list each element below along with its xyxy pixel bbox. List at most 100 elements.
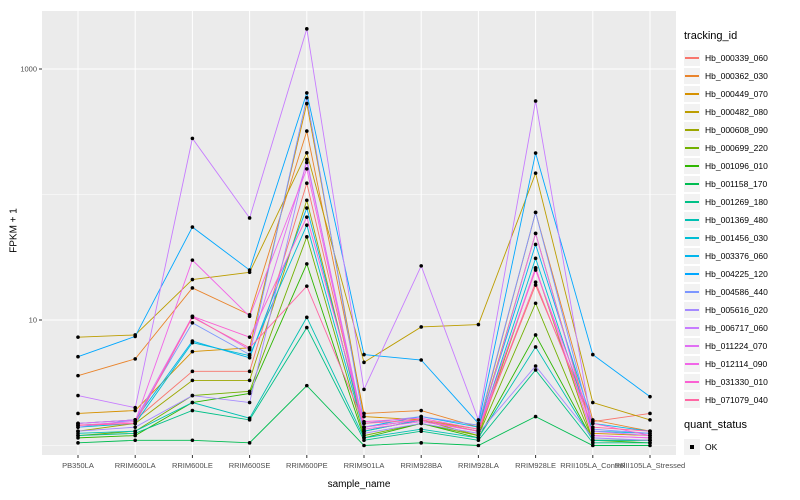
data-point bbox=[533, 280, 538, 285]
legend-entry: Hb_001369_480 bbox=[684, 211, 798, 229]
data-point bbox=[305, 129, 309, 133]
data-point bbox=[305, 91, 309, 95]
legend-label: Hb_071079_040 bbox=[705, 395, 768, 405]
data-point bbox=[362, 352, 366, 357]
legend-label: Hb_012114_090 bbox=[705, 359, 768, 369]
data-point bbox=[419, 325, 424, 329]
data-point bbox=[362, 421, 366, 426]
data-point bbox=[476, 429, 481, 434]
data-point bbox=[133, 334, 137, 339]
data-point bbox=[247, 355, 252, 360]
legend-entry: Hb_000699_220 bbox=[684, 139, 798, 157]
legend-key bbox=[684, 374, 700, 390]
quant-status-entry: OK bbox=[684, 438, 798, 456]
legend-key bbox=[684, 320, 700, 336]
data-point bbox=[133, 421, 137, 426]
data-point bbox=[76, 441, 80, 445]
legend-label: Hb_001369_480 bbox=[705, 215, 768, 225]
legend-entry: Hb_031330_010 bbox=[684, 373, 798, 391]
data-point bbox=[533, 210, 538, 215]
data-point bbox=[247, 216, 252, 220]
data-point bbox=[305, 101, 309, 106]
legend-entry: Hb_071079_040 bbox=[684, 391, 798, 409]
legend-key bbox=[684, 140, 700, 156]
legend-label: Hb_004586_440 bbox=[705, 287, 768, 297]
data-point bbox=[533, 283, 538, 287]
legend-label: Hb_000339_060 bbox=[705, 53, 768, 63]
data-point bbox=[190, 136, 195, 141]
data-point bbox=[476, 423, 481, 428]
data-point bbox=[305, 27, 309, 31]
data-point bbox=[305, 235, 309, 239]
data-point bbox=[533, 364, 538, 368]
legend: tracking_id Hb_000339_060 Hb_000362_030 Hb… bbox=[684, 30, 798, 456]
legend-key bbox=[684, 356, 700, 372]
legend-entry: Hb_001096_010 bbox=[684, 157, 798, 175]
data-point bbox=[419, 264, 424, 268]
data-point bbox=[190, 369, 195, 374]
data-point bbox=[533, 345, 538, 349]
x-tick-label: RRIM901LA bbox=[344, 461, 385, 470]
data-point bbox=[476, 418, 481, 422]
data-point bbox=[305, 181, 309, 186]
legend-label: Hb_001096_010 bbox=[705, 161, 768, 171]
data-point bbox=[305, 95, 309, 100]
legend-key bbox=[684, 68, 700, 84]
quant-status-legend: quant_status OK bbox=[684, 419, 798, 456]
data-point bbox=[76, 411, 80, 416]
legend-key bbox=[684, 392, 700, 408]
data-point bbox=[247, 314, 252, 319]
point-icon bbox=[690, 445, 694, 449]
data-point bbox=[133, 425, 137, 429]
data-point bbox=[305, 325, 309, 330]
data-point bbox=[419, 408, 424, 413]
data-point bbox=[76, 335, 80, 339]
legend-key bbox=[684, 266, 700, 282]
data-point bbox=[190, 349, 195, 354]
data-point bbox=[591, 433, 595, 438]
series-color-line-icon bbox=[685, 129, 699, 131]
legend-key bbox=[684, 230, 700, 246]
data-point bbox=[533, 242, 538, 247]
data-point bbox=[190, 277, 195, 282]
data-point bbox=[305, 315, 309, 320]
data-point bbox=[247, 369, 252, 374]
legend-entries: Hb_000339_060 Hb_000362_030 Hb_000449_070 H… bbox=[684, 49, 798, 409]
x-tick-label: RRIM600PE bbox=[286, 461, 328, 470]
y-axis-title: FPKM + 1 bbox=[8, 208, 20, 253]
legend-label: Hb_000699_220 bbox=[705, 143, 768, 153]
legend-entry: Hb_001158_170 bbox=[684, 175, 798, 193]
series-color-line-icon bbox=[685, 255, 699, 257]
legend-entry: Hb_012114_090 bbox=[684, 355, 798, 373]
data-point bbox=[533, 368, 538, 372]
data-point bbox=[476, 322, 481, 327]
x-tick-label: RRIM600SE bbox=[229, 461, 271, 470]
data-point bbox=[419, 441, 424, 445]
series-color-line-icon bbox=[685, 147, 699, 149]
data-point bbox=[247, 268, 252, 272]
legend-entry: Hb_011224_070 bbox=[684, 337, 798, 355]
data-point bbox=[305, 223, 309, 227]
series-color-line-icon bbox=[685, 327, 699, 329]
data-point bbox=[648, 441, 652, 445]
legend-label: Hb_000608_090 bbox=[705, 125, 768, 135]
x-tick-label: RRIM600LA bbox=[115, 461, 156, 470]
data-point bbox=[362, 427, 366, 431]
data-point bbox=[133, 357, 137, 361]
data-point bbox=[648, 411, 652, 416]
data-point bbox=[190, 400, 195, 405]
data-point bbox=[247, 352, 252, 357]
legend-key bbox=[684, 302, 700, 318]
data-point bbox=[362, 414, 366, 419]
x-tick-label: RRIM928LA bbox=[458, 461, 499, 470]
data-point bbox=[648, 429, 652, 434]
legend-entry: Hb_001456_030 bbox=[684, 229, 798, 247]
data-point bbox=[419, 358, 424, 362]
legend-key bbox=[684, 284, 700, 300]
data-point bbox=[76, 393, 80, 398]
data-point bbox=[591, 352, 595, 357]
data-point bbox=[247, 346, 252, 350]
data-point bbox=[190, 438, 195, 443]
data-point bbox=[476, 443, 481, 448]
data-point bbox=[591, 443, 595, 448]
